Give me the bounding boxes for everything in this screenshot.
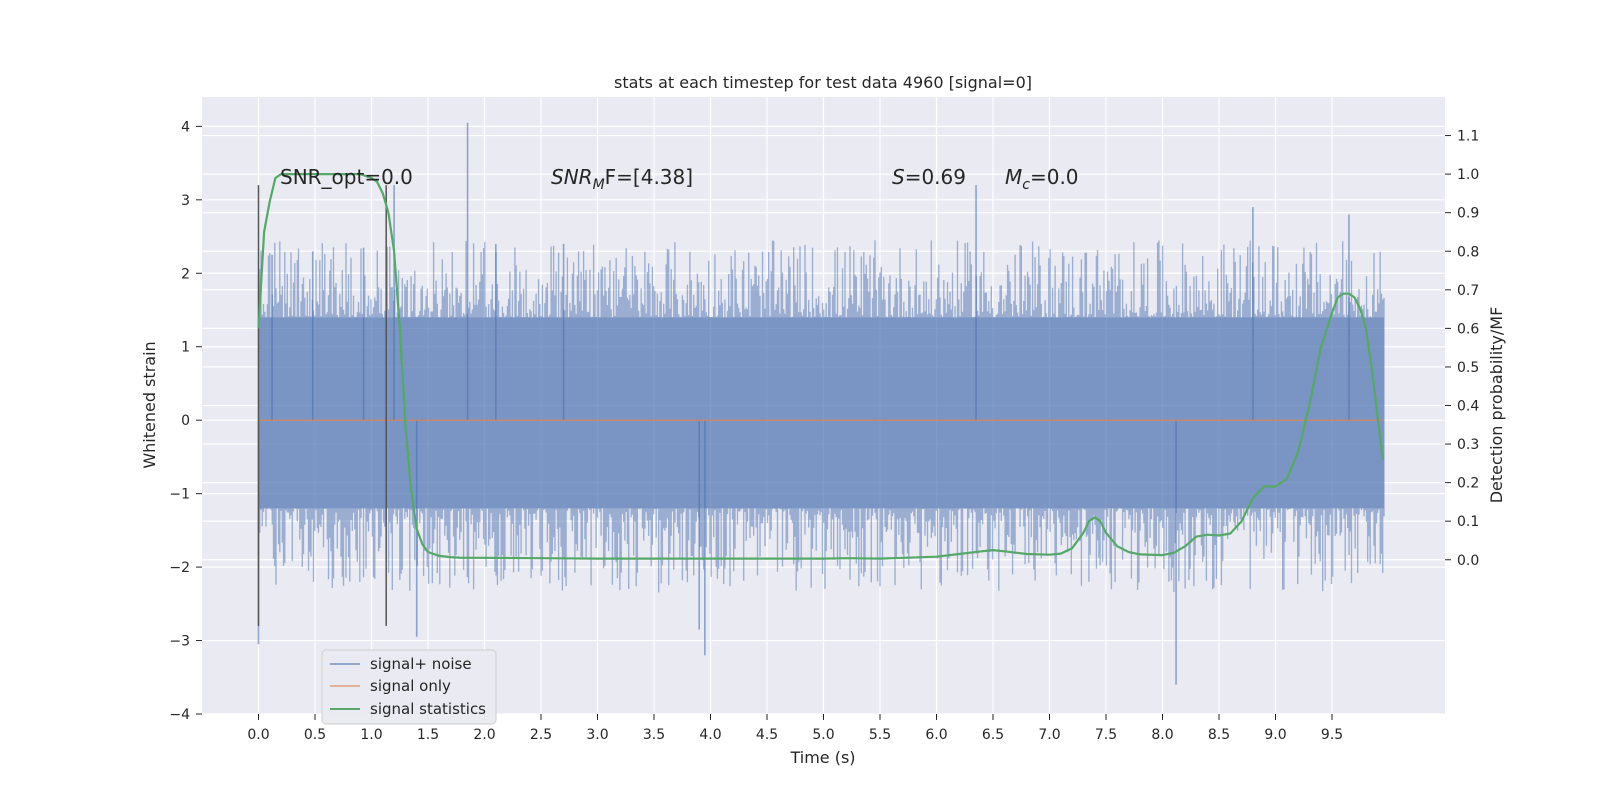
annotation-s: S=0.69	[892, 165, 966, 189]
y-tick-label: 1	[181, 340, 190, 356]
x-tick-label: 5.5	[869, 727, 891, 743]
x-axis-ticks: 0.0 0.5 1.0 1.5 2.0 2.5 3.0 3.5 4.0 4.5 5.0 5.5 6.0 6…	[247, 714, 1343, 743]
annotation-snr-mf-base: SNR	[551, 165, 593, 189]
chart-title: stats at each timestep for test data 496…	[614, 73, 1032, 92]
y-tick-label: 0	[181, 413, 190, 429]
statistics-series	[257, 173, 1384, 560]
y-tick-label: −3	[169, 634, 190, 650]
y-tick-label: −1	[169, 487, 190, 503]
x-tick-label: 4.5	[756, 727, 778, 743]
annotation-snr-mf: SNRMF=[4.38]	[551, 165, 693, 193]
statistics-line	[257, 173, 1384, 560]
y2-tick-label: 0.8	[1457, 244, 1479, 260]
x-tick-label: 1.5	[417, 727, 439, 743]
legend-label-noise: signal+ noise	[370, 655, 472, 673]
time-markers	[257, 185, 387, 626]
x-tick-label: 3.0	[586, 727, 608, 743]
x-tick-label: 7.5	[1095, 727, 1117, 743]
x-tick-label: 1.0	[360, 727, 382, 743]
y2-tick-label: 0.9	[1457, 206, 1479, 222]
x-tick-label: 9.0	[1264, 727, 1286, 743]
x-tick-label: 0.0	[247, 727, 269, 743]
y2-axis-ticks: 1.1 1.0 0.9 0.8 0.7 0.6 0.5 0.4 0.3 0.2 0.1 0.0	[1445, 129, 1479, 569]
noise-series	[257, 122, 1385, 685]
legend-label-signal-only: signal only	[370, 677, 451, 695]
x-tick-label: 0.5	[304, 727, 326, 743]
annotation-snr-mf-rest: F=[4.38]	[605, 165, 693, 189]
annotation-snr-opt: SNR_opt=0.0	[280, 165, 413, 189]
x-tick-label: 8.5	[1208, 727, 1230, 743]
y2-tick-label: 0.6	[1457, 321, 1479, 337]
x-tick-label: 9.5	[1321, 727, 1343, 743]
y-axis-label: Whitened strain	[140, 341, 159, 468]
y2-tick-label: 0.5	[1457, 360, 1479, 376]
x-tick-label: 8.0	[1151, 727, 1173, 743]
annotation-mc-rest: =0.0	[1030, 165, 1079, 189]
x-tick-label: 2.0	[473, 727, 495, 743]
y-axis-ticks: 4 3 2 1 0 −1 −2 −3 −4	[169, 119, 202, 723]
y2-tick-label: 0.0	[1457, 553, 1479, 569]
y-tick-label: 2	[181, 266, 190, 282]
annotation-s-rest: =0.69	[905, 165, 966, 189]
annotation-snr-mf-sub: M	[593, 177, 605, 193]
annotation-mc: Mc=0.0	[1005, 165, 1079, 193]
x-tick-label: 3.5	[643, 727, 665, 743]
x-tick-label: 7.0	[1038, 727, 1060, 743]
annotation-mc-sub: c	[1022, 177, 1030, 193]
x-tick-label: 5.0	[812, 727, 834, 743]
x-tick-label: 4.0	[699, 727, 721, 743]
x-tick-label: 6.5	[982, 727, 1004, 743]
y-tick-label: 4	[181, 119, 190, 135]
y2-tick-label: 0.3	[1457, 437, 1479, 453]
y2-tick-label: 0.2	[1457, 476, 1479, 492]
y2-tick-label: 1.0	[1457, 167, 1479, 183]
annotation-mc-base: M	[1005, 165, 1022, 189]
noise-band	[258, 317, 1384, 509]
y2-tick-label: 1.1	[1457, 129, 1479, 145]
x-tick-label: 2.5	[530, 727, 552, 743]
annotation-s-base: S	[892, 165, 905, 189]
y2-tick-label: 0.4	[1457, 399, 1479, 415]
y2-tick-label: 0.1	[1457, 514, 1479, 530]
legend-label-statistics: signal statistics	[370, 700, 486, 718]
legend-box	[321, 649, 497, 725]
y-tick-label: −2	[169, 560, 190, 576]
x-axis-label: Time (s)	[789, 748, 855, 767]
legend: signal+ noise signal only signal statist…	[321, 649, 497, 725]
y2-axis-label: Detection probability/MF	[1487, 307, 1506, 504]
y2-tick-label: 0.7	[1457, 283, 1479, 299]
y-tick-label: 3	[181, 193, 190, 209]
y-tick-label: −4	[169, 707, 190, 723]
x-tick-label: 6.0	[925, 727, 947, 743]
